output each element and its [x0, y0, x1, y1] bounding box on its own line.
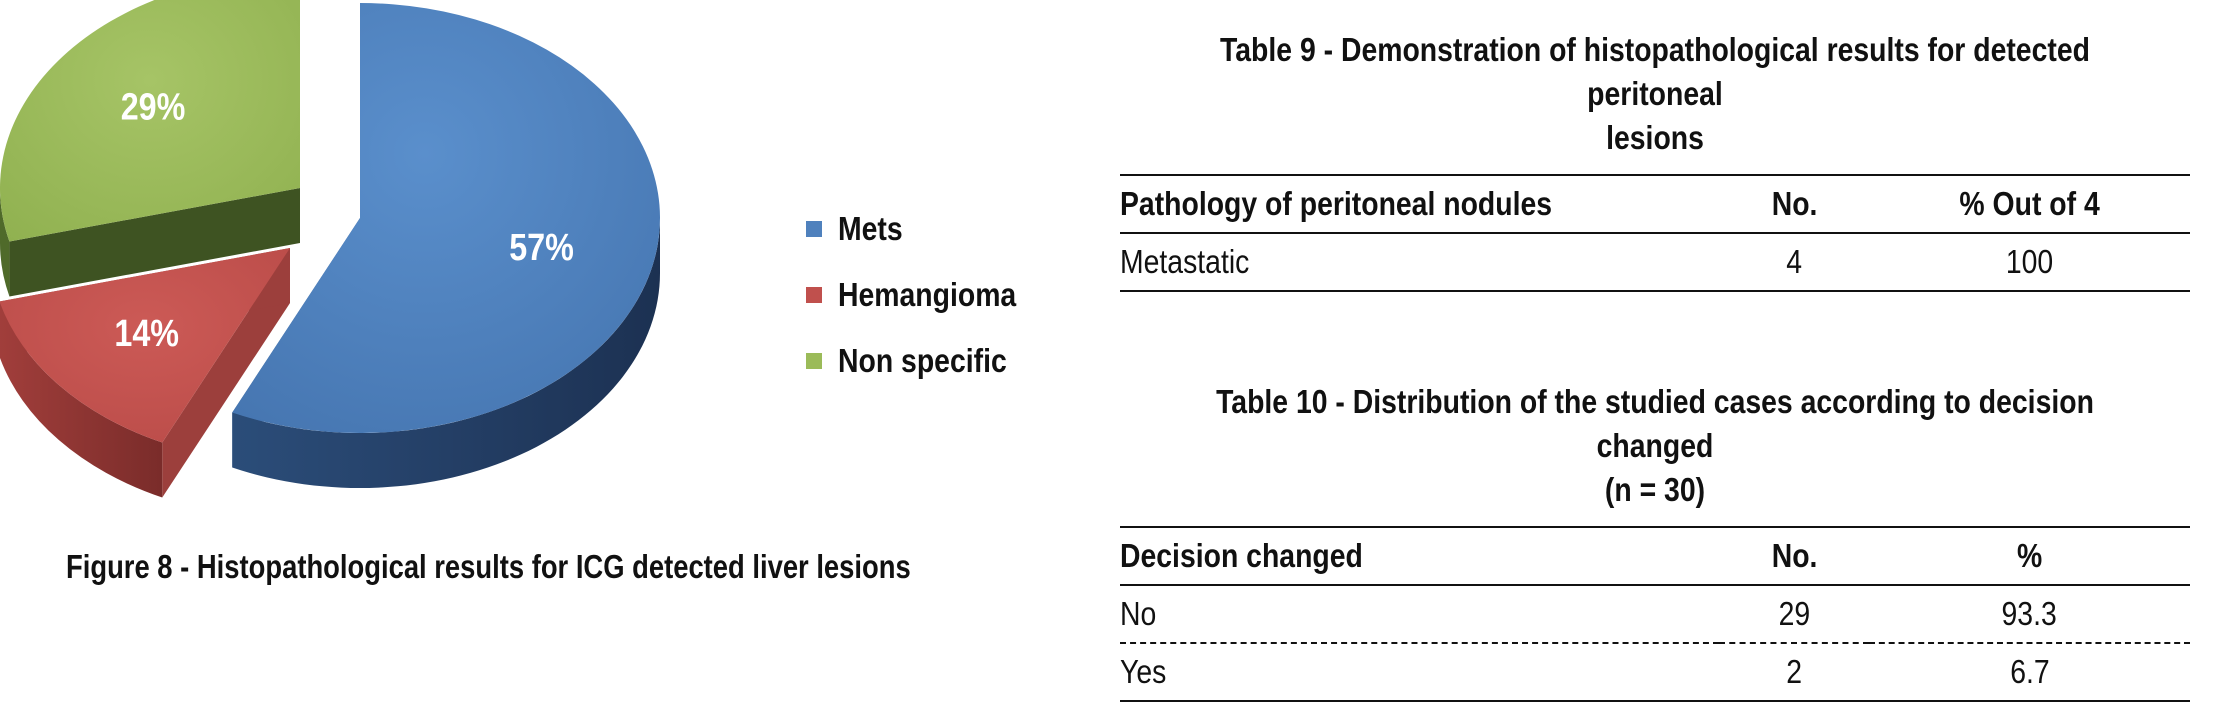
pie-slice-hemangioma-side-0	[0, 302, 163, 498]
table-10-header-row: Decision changed No. %	[1120, 526, 2190, 586]
pie-label-mets: 57%	[509, 227, 574, 269]
table-cell: Yes	[1120, 643, 1720, 702]
legend-label-hemangioma: Hemangioma	[838, 276, 1017, 313]
table-9-caption-line2: lesions	[1606, 119, 1704, 156]
pie-chart: 29% 14% 57%	[0, 0, 660, 498]
table-cell: 100	[1868, 233, 2190, 292]
table-10-header-no: No.	[1719, 526, 1869, 586]
table-10-caption-line1: Table 10 - Distribution of the studied c…	[1216, 383, 2094, 464]
legend-item-non-specific: Non specific	[806, 328, 1045, 394]
table-row: Yes 2 6.7	[1120, 643, 2190, 702]
legend-label-non-specific: Non specific	[838, 342, 1007, 379]
table-cell: 2	[1719, 643, 1869, 702]
legend-label-mets: Mets	[838, 210, 903, 247]
legend-swatch-mets	[806, 221, 822, 237]
table-9-header-no: No.	[1719, 174, 1869, 234]
table-10-header-percent: %	[1868, 526, 2190, 586]
pie-slice-non-specific	[0, 0, 300, 242]
pie-slice-mets	[232, 3, 660, 433]
table-9-header-pathology: Pathology of peritoneal nodules	[1120, 174, 1720, 234]
table-cell: 4	[1719, 233, 1869, 292]
table-9-header-percent: % Out of 4	[1868, 174, 2190, 234]
pie-slice-mets-side-0	[232, 218, 660, 488]
pie-label-hemangioma: 14%	[114, 313, 179, 355]
table-9: Table 9 - Demonstration of histopatholog…	[1120, 28, 2190, 292]
pie-slice-non-specific-side-0	[0, 188, 10, 297]
table-cell: No	[1120, 585, 1720, 644]
table-10-grid: Decision changed No. % No 29 93.3 Yes 2 …	[1120, 526, 2190, 702]
table-cell: 29	[1719, 585, 1869, 644]
legend-swatch-non-specific	[806, 353, 822, 369]
table-10-caption-line2: (n = 30)	[1604, 471, 1706, 508]
table-row: No 29 93.3	[1120, 585, 2190, 644]
table-9-caption: Table 9 - Demonstration of histopatholog…	[1195, 28, 2115, 160]
table-10-caption: Table 10 - Distribution of the studied c…	[1195, 380, 2115, 512]
table-10: Table 10 - Distribution of the studied c…	[1120, 380, 2190, 702]
pie-label-non-specific: 29%	[121, 86, 186, 128]
table-9-caption-line1: Table 9 - Demonstration of histopatholog…	[1220, 31, 2090, 112]
table-row: Metastatic 4 100	[1120, 233, 2190, 292]
figure-8: 29% 14% 57% Mets Hemangioma Non specific F…	[0, 0, 1090, 676]
pie-slice-hemangioma	[0, 248, 290, 443]
legend-item-hemangioma: Hemangioma	[806, 262, 1045, 328]
table-cell: 6.7	[1868, 643, 2190, 702]
table-10-header-decision: Decision changed	[1120, 526, 1720, 586]
legend-item-mets: Mets	[806, 196, 1045, 262]
legend-swatch-hemangioma	[806, 287, 822, 303]
pie-slice-non-specific-wall-0	[9, 188, 301, 297]
table-9-header-row: Pathology of peritoneal nodules No. % Ou…	[1120, 174, 2190, 234]
chart-legend: Mets Hemangioma Non specific	[806, 196, 1045, 394]
figure-caption: Figure 8 - Histopathological results for…	[66, 548, 911, 585]
table-cell: Metastatic	[1120, 233, 1720, 292]
table-cell: 93.3	[1868, 585, 2190, 644]
pie-slice-hemangioma-wall-0	[162, 248, 290, 498]
table-9-grid: Pathology of peritoneal nodules No. % Ou…	[1120, 174, 2190, 292]
